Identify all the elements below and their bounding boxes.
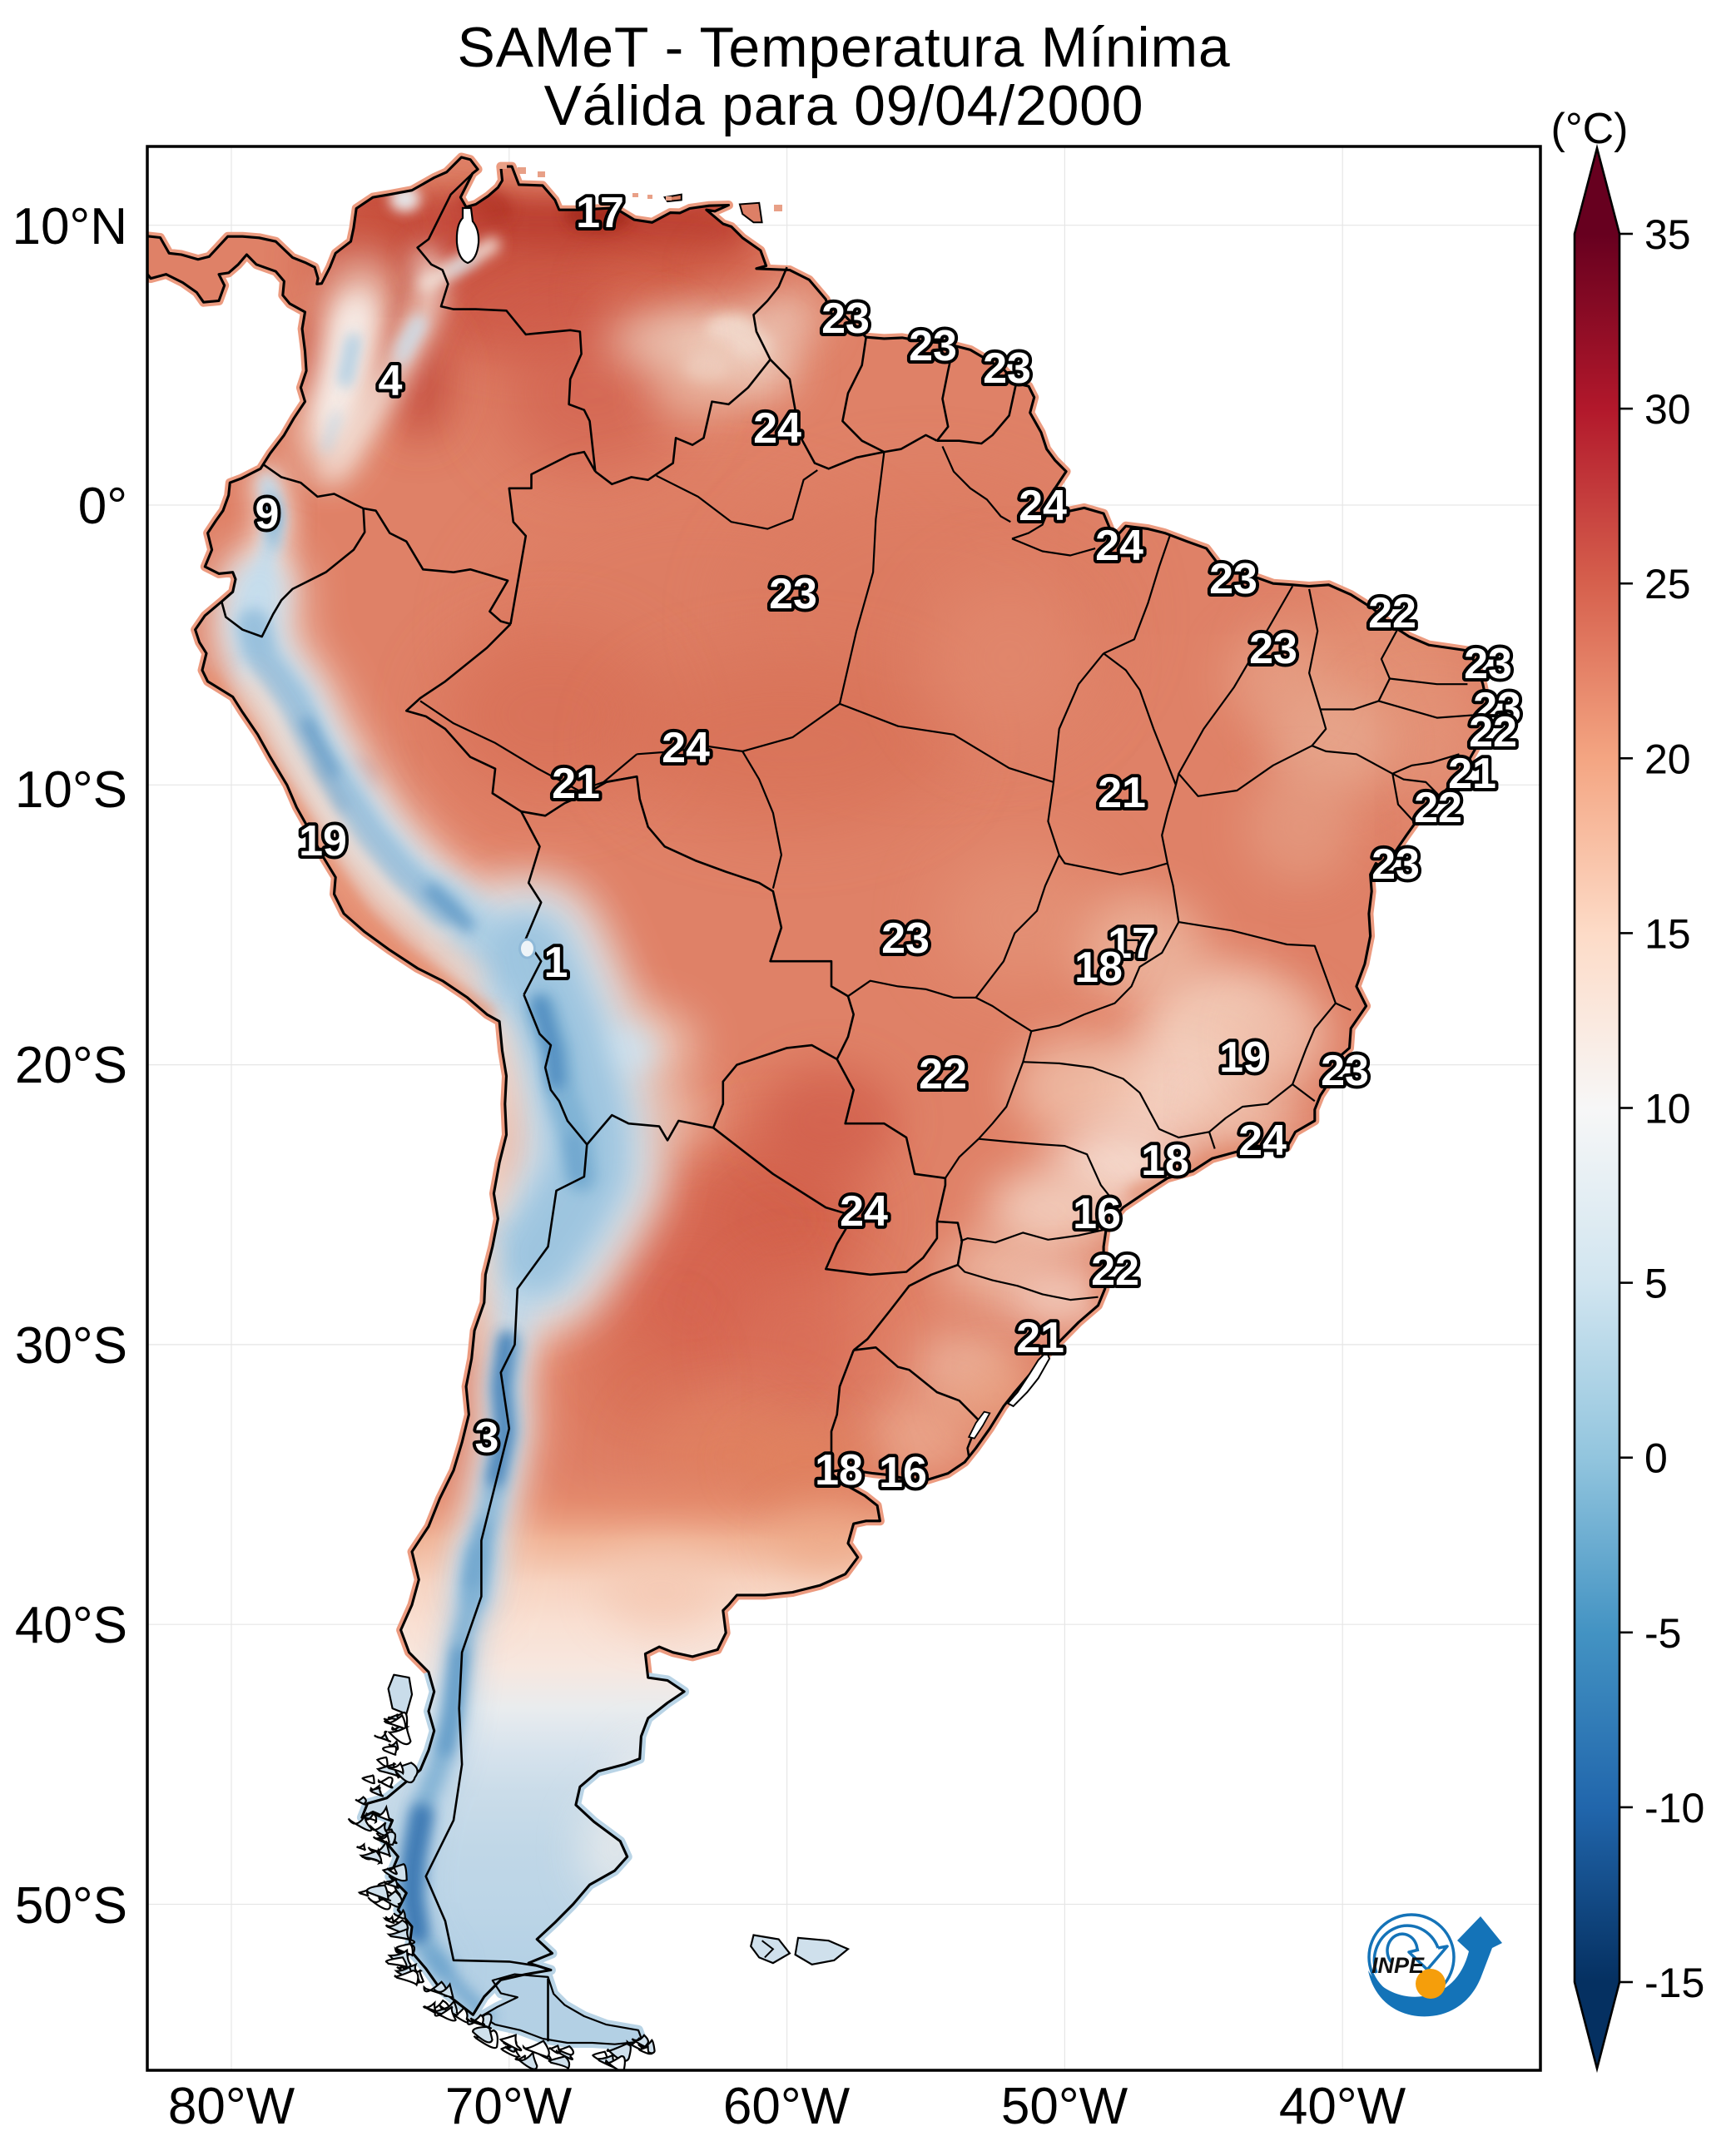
svg-text:21: 21 — [1016, 1314, 1064, 1362]
svg-text:22: 22 — [1091, 1247, 1139, 1295]
svg-text:50°S: 50°S — [15, 1877, 127, 1935]
svg-text:20: 20 — [1644, 736, 1691, 782]
svg-text:1: 1 — [544, 939, 568, 987]
svg-text:30°S: 30°S — [15, 1317, 127, 1375]
svg-text:22: 22 — [919, 1050, 967, 1098]
svg-text:23: 23 — [769, 570, 817, 618]
svg-text:10°N: 10°N — [12, 198, 127, 255]
svg-text:24: 24 — [1095, 522, 1143, 570]
svg-text:Válida para 09/04/2000: Válida para 09/04/2000 — [544, 74, 1144, 137]
svg-text:16: 16 — [1073, 1190, 1121, 1238]
svg-text:25: 25 — [1644, 561, 1691, 607]
svg-text:17: 17 — [576, 189, 624, 237]
svg-text:INPE: INPE — [1371, 1953, 1425, 1978]
svg-text:3: 3 — [475, 1414, 499, 1462]
svg-text:24: 24 — [662, 724, 710, 772]
svg-text:70°W: 70°W — [445, 2078, 573, 2135]
svg-text:40°S: 40°S — [15, 1597, 127, 1654]
svg-text:0: 0 — [1644, 1435, 1668, 1482]
svg-text:24: 24 — [753, 404, 801, 453]
svg-text:23: 23 — [821, 295, 870, 343]
svg-text:22: 22 — [1414, 784, 1462, 832]
svg-text:23: 23 — [881, 914, 930, 963]
svg-text:21: 21 — [1448, 750, 1496, 798]
svg-text:80°W: 80°W — [168, 2078, 295, 2135]
svg-text:(°C): (°C) — [1551, 105, 1629, 153]
svg-text:23: 23 — [983, 344, 1031, 393]
svg-text:23: 23 — [1371, 840, 1420, 889]
svg-text:4: 4 — [379, 357, 403, 405]
svg-text:-5: -5 — [1644, 1610, 1681, 1657]
svg-text:23: 23 — [909, 322, 957, 370]
svg-text:24: 24 — [840, 1187, 888, 1236]
svg-text:23: 23 — [1464, 640, 1512, 688]
svg-text:10°S: 10°S — [15, 761, 127, 819]
svg-text:9: 9 — [255, 490, 280, 538]
svg-text:18: 18 — [1141, 1137, 1189, 1185]
svg-text:30: 30 — [1644, 386, 1691, 433]
svg-text:17: 17 — [1108, 919, 1156, 968]
svg-text:35: 35 — [1644, 211, 1691, 258]
svg-text:18: 18 — [815, 1446, 863, 1494]
svg-text:40°W: 40°W — [1279, 2078, 1406, 2135]
svg-text:-15: -15 — [1644, 1960, 1704, 2006]
svg-text:22: 22 — [1368, 589, 1416, 637]
svg-text:23: 23 — [1249, 625, 1297, 673]
svg-text:23: 23 — [1321, 1047, 1369, 1095]
svg-text:10: 10 — [1644, 1086, 1691, 1133]
svg-text:15: 15 — [1644, 910, 1691, 957]
svg-text:23: 23 — [1473, 684, 1521, 732]
svg-text:23: 23 — [1209, 555, 1257, 603]
svg-text:SAMeT - Temperatura Mínima: SAMeT - Temperatura Mínima — [457, 16, 1230, 79]
svg-text:22: 22 — [1469, 708, 1517, 756]
svg-text:19: 19 — [1219, 1033, 1267, 1082]
svg-text:18: 18 — [1074, 944, 1123, 992]
svg-text:20°S: 20°S — [15, 1037, 127, 1094]
svg-text:24: 24 — [1238, 1117, 1287, 1165]
svg-text:60°W: 60°W — [723, 2078, 851, 2135]
svg-text:16: 16 — [879, 1449, 927, 1497]
svg-text:0°: 0° — [78, 478, 127, 535]
svg-text:-10: -10 — [1644, 1785, 1704, 1831]
svg-text:50°W: 50°W — [1001, 2078, 1128, 2135]
svg-text:24: 24 — [1019, 482, 1067, 530]
svg-text:21: 21 — [1098, 769, 1146, 817]
svg-text:5: 5 — [1644, 1261, 1668, 1307]
svg-text:19: 19 — [299, 817, 347, 865]
svg-text:21: 21 — [552, 760, 600, 808]
